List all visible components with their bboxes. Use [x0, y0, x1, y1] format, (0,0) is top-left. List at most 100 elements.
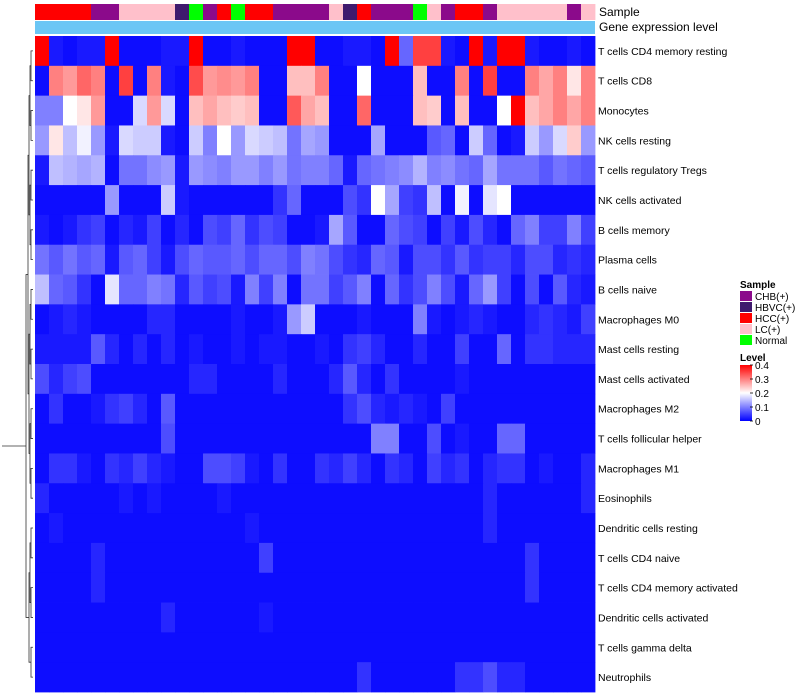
heatmap-cell: [77, 125, 92, 156]
heatmap-cell: [469, 423, 484, 454]
heatmap-cell: [301, 274, 316, 305]
heatmap-cell: [553, 364, 568, 395]
dendrogram-branch: [30, 50, 33, 82]
heatmap-cell: [273, 274, 288, 305]
heatmap-cell: [385, 364, 400, 395]
heatmap-cell: [511, 602, 526, 633]
heatmap-cell: [581, 542, 596, 574]
row-label: Mast cells resting: [598, 344, 679, 356]
heatmap-cell: [357, 214, 372, 246]
heatmap-cell: [231, 334, 246, 365]
heatmap-cell: [315, 393, 330, 425]
heatmap-cell: [567, 453, 582, 484]
heatmap-cell: [91, 513, 106, 544]
heatmap-cell: [343, 393, 358, 425]
sample-annotation-cell: [161, 4, 176, 20]
heatmap-cell: [77, 572, 92, 603]
heatmap-cell: [553, 483, 568, 514]
heatmap-cell: [175, 602, 190, 633]
heatmap-cell: [357, 125, 372, 156]
heatmap-cell: [161, 393, 176, 425]
heatmap-cell: [483, 602, 498, 633]
heatmap-cell: [497, 155, 512, 186]
heatmap-cell: [315, 244, 330, 275]
heatmap-cell: [315, 483, 330, 514]
heatmap-cell: [259, 95, 274, 126]
heatmap-cell: [511, 423, 526, 454]
sample-annotation-cell: [553, 4, 568, 20]
heatmap-cell: [581, 453, 596, 484]
heatmap-cell: [203, 662, 218, 693]
heatmap-cell: [567, 95, 582, 126]
heatmap-cell: [329, 95, 344, 126]
heatmap-cell: [231, 542, 246, 574]
heatmap-cell: [77, 304, 92, 335]
heatmap-cell: [217, 334, 232, 365]
heatmap-cell: [63, 632, 78, 663]
heatmap-cell: [287, 423, 302, 454]
heatmap-cell: [301, 244, 316, 275]
heatmap-cell: [455, 364, 470, 395]
heatmap-cell: [175, 364, 190, 395]
heatmap-cell: [231, 453, 246, 484]
heatmap-cell: [217, 185, 232, 216]
heatmap-cell: [399, 513, 414, 544]
heatmap-cell: [525, 602, 540, 633]
heatmap-cell: [441, 304, 456, 335]
heatmap-cell: [35, 244, 50, 275]
heatmap-cell: [189, 542, 204, 574]
heatmap-cell: [91, 65, 106, 97]
heatmap-cell: [147, 95, 162, 126]
heatmap-cell: [427, 453, 442, 484]
heatmap-cell: [567, 214, 582, 246]
heatmap-cell: [245, 95, 260, 126]
heatmap-cell: [77, 393, 92, 425]
heatmap-cell: [189, 95, 204, 126]
heatmap-cell: [497, 364, 512, 395]
heatmap-cell: [357, 483, 372, 514]
heatmap-cell: [203, 572, 218, 603]
heatmap-cell: [147, 572, 162, 603]
heatmap-cell: [91, 423, 106, 454]
heatmap-cell: [273, 662, 288, 693]
level-tick-label: 0.4: [755, 361, 769, 372]
heatmap-cell: [511, 185, 526, 216]
heatmap-cell: [273, 125, 288, 156]
heatmap-cell: [245, 155, 260, 186]
heatmap-cell: [371, 95, 386, 126]
heatmap-cell: [469, 65, 484, 97]
heatmap-cell: [175, 393, 190, 425]
heatmap-cell: [35, 602, 50, 633]
heatmap-cell: [49, 513, 64, 544]
heatmap-cell: [287, 95, 302, 126]
heatmap-cell: [49, 602, 64, 633]
heatmap-cell: [413, 632, 428, 663]
dendrogram-branch: [30, 527, 33, 559]
heatmap-cell: [231, 214, 246, 246]
heatmap-cell: [441, 364, 456, 395]
heatmap-cell: [427, 274, 442, 305]
sample-annotation-cell: [147, 4, 162, 20]
heatmap-cell: [483, 155, 498, 186]
heatmap-cell: [217, 423, 232, 454]
row-label: NK cells resting: [598, 135, 671, 147]
heatmap-cell: [553, 185, 568, 216]
heatmap-cell: [315, 602, 330, 633]
heatmap-cell: [329, 662, 344, 693]
heatmap-cell: [119, 542, 134, 574]
heatmap-cell: [119, 185, 134, 216]
heatmap-cell: [245, 185, 260, 216]
sample-annotation-cell: [259, 4, 274, 20]
heatmap-cell: [343, 155, 358, 186]
heatmap-cell: [455, 65, 470, 97]
heatmap-cell: [567, 334, 582, 365]
sample-annotation-cell: [385, 4, 400, 20]
level-legend: Level 0.4 0.3 0.2 0.1 0: [740, 353, 769, 428]
heatmap-cell: [245, 36, 260, 67]
sample-annotation-cell: [49, 4, 64, 20]
heatmap-cell: [301, 125, 316, 156]
heatmap-cell: [455, 393, 470, 425]
gene-expression-annotation-label: Gene expression level: [599, 20, 718, 34]
heatmap-cell: [427, 334, 442, 365]
